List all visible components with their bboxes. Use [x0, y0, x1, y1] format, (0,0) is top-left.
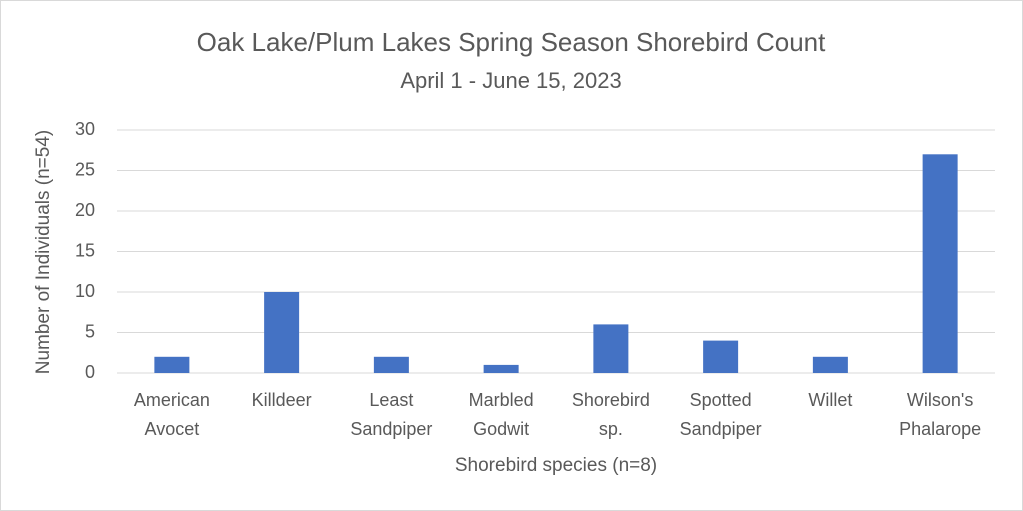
y-tick-label: 10: [75, 281, 95, 301]
x-tick-label: Marbled Godwit: [469, 390, 534, 439]
bar: [154, 356, 190, 373]
y-tick-label: 15: [75, 240, 95, 260]
bar: [703, 340, 739, 373]
x-tick-label: Spotted Sandpiper: [680, 390, 762, 439]
x-tick-label: American Avocet: [134, 390, 210, 439]
x-tick-label: Least Sandpiper: [350, 390, 432, 439]
x-tick-label: Killdeer: [252, 390, 312, 410]
y-tick-label: 5: [85, 321, 95, 341]
chart-subtitle: April 1 - June 15, 2023: [400, 68, 621, 93]
bar: [373, 356, 409, 373]
y-tick-label: 20: [75, 200, 95, 220]
y-tick-label: 25: [75, 159, 95, 179]
y-tick-label: 30: [75, 119, 95, 139]
bar: [922, 154, 958, 373]
x-tick-label: Willet: [808, 390, 852, 410]
bar: [483, 364, 519, 373]
bar: [593, 324, 629, 373]
bar: [812, 356, 848, 373]
x-tick-label: Shorebird sp.: [572, 390, 650, 439]
bar: [264, 292, 300, 373]
x-tick-label: Wilson's Phalarope: [899, 390, 981, 439]
y-axis-label: Number of Individuals (n=54): [33, 130, 54, 375]
y-tick-label: 0: [85, 362, 95, 382]
chart-title: Oak Lake/Plum Lakes Spring Season Shoreb…: [197, 27, 826, 57]
x-axis-label: Shorebird species (n=8): [455, 455, 657, 476]
